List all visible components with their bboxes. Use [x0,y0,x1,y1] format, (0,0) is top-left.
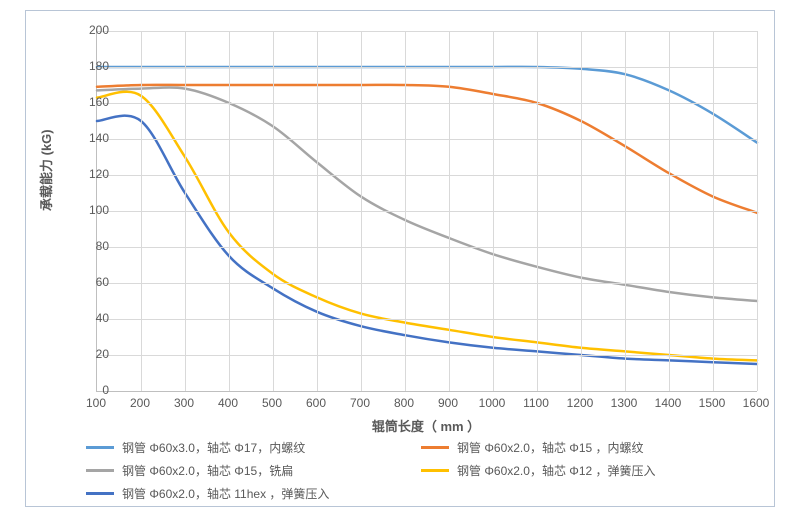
x-tick-label: 1400 [646,396,690,410]
gridline-v [317,31,318,391]
gridline-v [361,31,362,391]
x-tick-label: 400 [206,396,250,410]
x-tick-label: 600 [294,396,338,410]
legend: 钢管 Φ60x3.0，轴芯 Φ17，内螺纹 钢管 Φ60x2.0，轴芯 Φ15 ，… [86,439,756,508]
legend-swatch [86,446,114,449]
legend-row: 钢管 Φ60x2.0，轴芯 11hex ，弹簧压入 [86,485,756,502]
gridline-h [97,139,757,140]
x-tick-label: 500 [250,396,294,410]
legend-row: 钢管 Φ60x3.0，轴芯 Φ17，内螺纹 钢管 Φ60x2.0，轴芯 Φ15 ，… [86,439,756,456]
gridline-v [185,31,186,391]
gridline-h [97,31,757,32]
x-tick-label: 1200 [558,396,602,410]
gridline-h [97,103,757,104]
gridline-h [97,283,757,284]
legend-label: 钢管 Φ60x2.0，轴芯 11hex ，弹簧压入 [122,485,329,502]
legend-swatch [421,446,449,449]
legend-row: 钢管 Φ60x2.0，轴芯 Φ15，铣扁 钢管 Φ60x2.0，轴芯 Φ12 ，弹… [86,462,756,479]
series-line [97,85,757,213]
y-tick-label: 0 [69,383,109,397]
gridline-v [229,31,230,391]
chart-frame: 承载能力 (kG) 辊筒长度（ mm ） 钢管 Φ60x3.0，轴芯 Φ17，内… [25,10,775,507]
y-tick-label: 200 [69,23,109,37]
y-tick-label: 140 [69,131,109,145]
gridline-h [97,211,757,212]
legend-swatch [86,492,114,495]
x-tick-label: 1100 [514,396,558,410]
legend-item: 钢管 Φ60x3.0，轴芯 Φ17，内螺纹 [86,439,421,456]
gridline-v [757,31,758,391]
x-tick-label: 200 [118,396,162,410]
y-tick-label: 180 [69,59,109,73]
y-tick-label: 20 [69,347,109,361]
series-line [97,87,757,301]
legend-item: 钢管 Φ60x2.0，轴芯 Φ15 ，内螺纹 [421,439,756,456]
legend-item: 钢管 Φ60x2.0，轴芯 Φ15，铣扁 [86,462,421,479]
gridline-v [713,31,714,391]
x-tick-label: 800 [382,396,426,410]
legend-label: 钢管 Φ60x2.0，轴芯 Φ15，铣扁 [122,462,293,479]
x-axis-label: 辊筒长度（ mm ） [96,416,756,435]
gridline-h [97,319,757,320]
x-tick-label: 300 [162,396,206,410]
y-tick-label: 40 [69,311,109,325]
gridline-v [581,31,582,391]
y-tick-label: 120 [69,167,109,181]
x-tick-label: 1600 [734,396,778,410]
x-tick-label: 1000 [470,396,514,410]
gridline-v [141,31,142,391]
legend-item: 钢管 Φ60x2.0，轴芯 11hex ，弹簧压入 [86,485,421,502]
legend-label: 钢管 Φ60x3.0，轴芯 Φ17，内螺纹 [122,439,305,456]
gridline-v [493,31,494,391]
x-tick-label: 900 [426,396,470,410]
y-tick-label: 100 [69,203,109,217]
gridline-v [405,31,406,391]
y-axis-label: 承载能力 (kG) [36,129,55,211]
gridline-h [97,175,757,176]
gridline-v [625,31,626,391]
gridline-v [669,31,670,391]
plot-area [96,31,757,392]
gridline-v [449,31,450,391]
gridline-v [273,31,274,391]
gridline-v [537,31,538,391]
legend-label: 钢管 Φ60x2.0，轴芯 Φ12 ，弹簧压入 [457,462,656,479]
x-tick-label: 700 [338,396,382,410]
legend-label: 钢管 Φ60x2.0，轴芯 Φ15 ，内螺纹 [457,439,644,456]
legend-swatch [86,469,114,472]
gridline-h [97,67,757,68]
series-line [97,92,757,361]
y-tick-label: 80 [69,239,109,253]
x-tick-label: 1300 [602,396,646,410]
legend-swatch [421,469,449,472]
y-tick-label: 160 [69,95,109,109]
x-tick-label: 1500 [690,396,734,410]
gridline-h [97,247,757,248]
series-line [97,67,757,143]
legend-item: 钢管 Φ60x2.0，轴芯 Φ12 ，弹簧压入 [421,462,756,479]
gridline-h [97,355,757,356]
y-tick-label: 60 [69,275,109,289]
x-tick-label: 100 [74,396,118,410]
